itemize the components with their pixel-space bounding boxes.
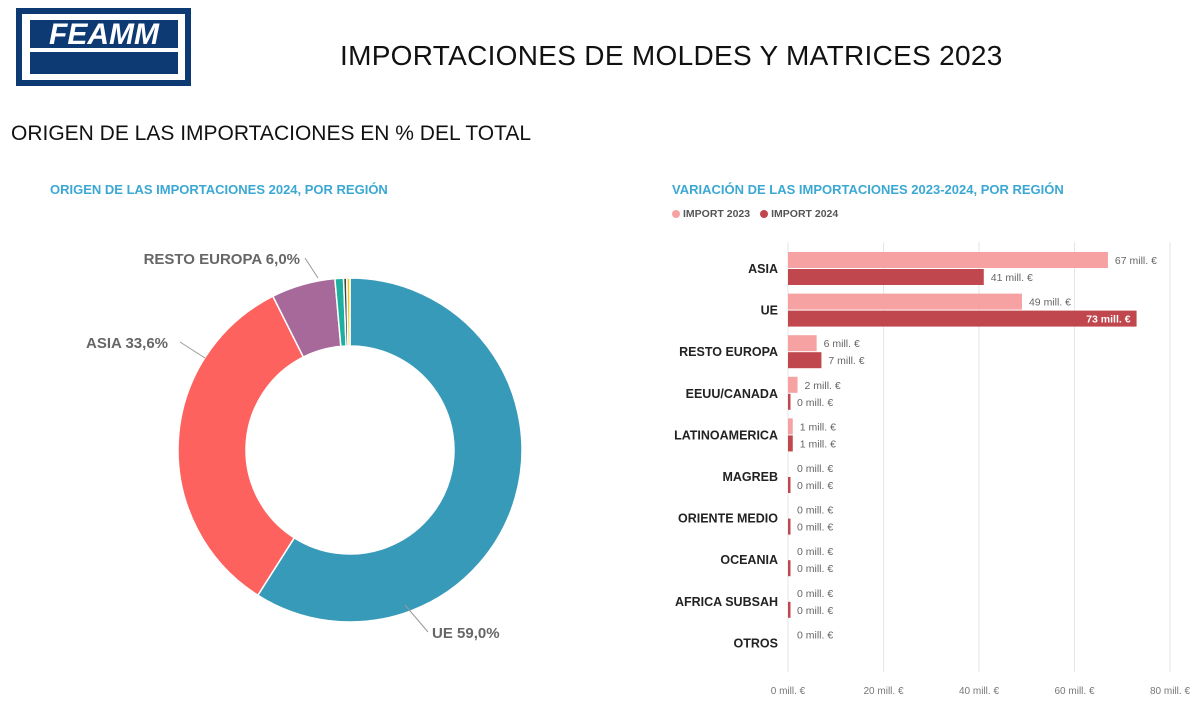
category-label: RESTO EUROPA — [679, 345, 778, 359]
bar-import-2024[interactable] — [788, 477, 791, 493]
bar-data-label: 0 mill. € — [797, 563, 833, 575]
bar-data-label: 6 mill. € — [824, 338, 860, 350]
x-tick-label: 80 mill. € — [1150, 686, 1190, 697]
bar-import-2023[interactable] — [788, 418, 793, 435]
legend-item-import-2024[interactable]: IMPORT 2024 — [760, 208, 838, 220]
bar-import-2024[interactable] — [788, 601, 791, 618]
svg-text:FEAMM: FEAMM — [49, 18, 160, 51]
legend-item-import-2023[interactable]: IMPORT 2023 — [672, 208, 750, 220]
bar-data-label: 0 mill. € — [797, 505, 833, 517]
bar-import-2024[interactable] — [788, 310, 1137, 327]
bar-chart: 0 mill. € 20 mill. € 40 mill. € 60 mill. € 8… — [674, 242, 1190, 697]
category-label: OCEANIA — [720, 553, 778, 567]
category-label: LATINOAMERICA — [674, 428, 778, 442]
x-tick-label: 0 mill. € — [771, 686, 806, 697]
donut-leader-line — [179, 341, 206, 359]
bar-import-2024[interactable] — [788, 435, 793, 452]
legend-marker-2024 — [760, 210, 769, 218]
donut-slice-label: RESTO EUROPA 6,0% — [144, 251, 300, 268]
bar-data-label: 0 mill. € — [797, 629, 833, 641]
bar-data-label: 0 mill. € — [797, 480, 833, 492]
donut-slice-label: UE 59,0% — [432, 625, 500, 642]
category-label: AFRICA SUBSAH — [675, 595, 778, 609]
x-tick-label: 40 mill. € — [959, 686, 999, 697]
category-label: UE — [761, 304, 778, 318]
bar-chart-legend: IMPORT 2023 IMPORT 2024 — [672, 208, 838, 220]
bar-import-2024[interactable] — [788, 518, 791, 535]
section-title: ORIGEN DE LAS IMPORTACIONES EN % DEL TOT… — [11, 122, 532, 145]
bar-import-2023[interactable] — [788, 252, 1108, 268]
category-label: ASIA — [748, 262, 778, 276]
category-label: EEUU/CANADA — [686, 387, 778, 401]
bar-data-label: 0 mill. € — [797, 546, 833, 558]
bar-import-2023[interactable] — [788, 293, 1022, 310]
bar-data-label: 67 mill. € — [1115, 255, 1157, 267]
donut-slice[interactable] — [177, 295, 305, 597]
category-label: OTROS — [734, 636, 778, 650]
bar-import-2024[interactable] — [788, 352, 822, 369]
donut-chart: UE 59,0% ASIA 33,6% RESTO EUROPA 6,0% — [86, 251, 523, 642]
donut-chart-title: ORIGEN DE LAS IMPORTACIONES 2024, POR RE… — [50, 182, 388, 197]
bar-data-label: 2 mill. € — [805, 380, 841, 392]
donut-leader-line — [304, 257, 319, 279]
bar-import-2024[interactable] — [788, 393, 791, 410]
donut-slice[interactable] — [345, 277, 351, 347]
bar-import-2024[interactable] — [788, 269, 984, 285]
bar-data-label: 1 mill. € — [800, 438, 836, 450]
x-tick-label: 60 mill. € — [1054, 686, 1094, 697]
legend-label-2024: IMPORT 2024 — [771, 208, 839, 220]
bar-data-label: 41 mill. € — [991, 272, 1033, 284]
bar-data-label: 0 mill. € — [797, 463, 833, 475]
feamm-logo: FEAMM — [16, 8, 191, 86]
bar-data-label: 0 mill. € — [797, 397, 833, 409]
bar-data-label: 49 mill. € — [1029, 297, 1071, 309]
bar-data-label: 0 mill. € — [797, 588, 833, 600]
bar-import-2023[interactable] — [788, 376, 798, 393]
category-label: MAGREB — [722, 470, 778, 484]
bar-data-label: 73 mill. € — [1086, 314, 1131, 326]
x-tick-label: 20 mill. € — [863, 686, 903, 697]
donut-slice-label: ASIA 33,6% — [86, 335, 168, 352]
bar-data-label: 7 mill. € — [828, 355, 864, 367]
bar-import-2024[interactable] — [788, 560, 791, 577]
bar-chart-title: VARIACIÓN DE LAS IMPORTACIONES 2023-2024… — [672, 182, 1064, 197]
category-label: ORIENTE MEDIO — [678, 512, 778, 526]
donut-leader-line — [404, 604, 429, 633]
page-title: IMPORTACIONES DE MOLDES Y MATRICES 2023 — [340, 40, 1003, 71]
donut-slice[interactable] — [256, 277, 523, 623]
bar-data-label: 0 mill. € — [797, 522, 833, 534]
bar-import-2023[interactable] — [788, 335, 817, 352]
bar-data-label: 1 mill. € — [800, 421, 836, 433]
legend-marker-2023 — [672, 210, 680, 218]
bar-data-label: 0 mill. € — [797, 605, 833, 617]
legend-label-2023: IMPORT 2023 — [683, 208, 751, 220]
